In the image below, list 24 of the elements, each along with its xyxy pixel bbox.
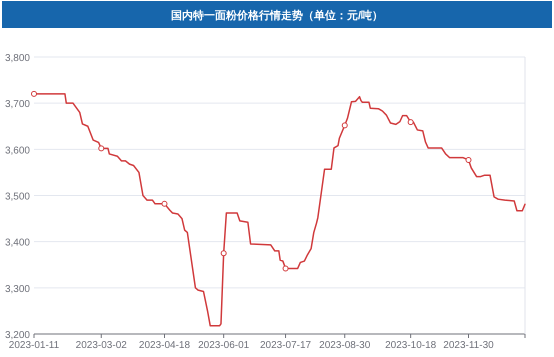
point xyxy=(282,265,289,272)
x-tick-label: 2023-08-30 xyxy=(319,340,371,351)
x-tick-label: 2023-07-17 xyxy=(260,340,312,351)
point xyxy=(408,119,414,126)
y-tick-label: 3,300 xyxy=(4,284,30,295)
point xyxy=(98,145,104,152)
y-tick-label: 3,700 xyxy=(4,99,30,110)
y-tick-label: 3,200 xyxy=(4,330,30,341)
x-tick-label: 2023-04-18 xyxy=(138,340,190,351)
point xyxy=(466,156,472,163)
x-tick-label: 2023-10-18 xyxy=(385,340,437,351)
point xyxy=(342,122,348,128)
point xyxy=(31,90,37,97)
y-tick-label: 3,800 xyxy=(4,53,30,64)
y-tick-label: 3,500 xyxy=(4,192,30,202)
y-tick-label: 3,600 xyxy=(4,145,30,156)
point xyxy=(161,200,168,207)
x-tick-label: 2023-03-02 xyxy=(76,340,128,351)
x-tick-label: 2023-11-30 xyxy=(443,340,494,351)
chart-title: 国内特一面粉价格行情走势（单位：元/吨） xyxy=(170,9,384,22)
y-tick-label: 3,400 xyxy=(4,238,30,249)
x-tick-label: 2023-06-01 xyxy=(198,340,250,351)
point xyxy=(220,250,227,256)
x-tick-label: 2023-01-11 xyxy=(8,340,60,351)
